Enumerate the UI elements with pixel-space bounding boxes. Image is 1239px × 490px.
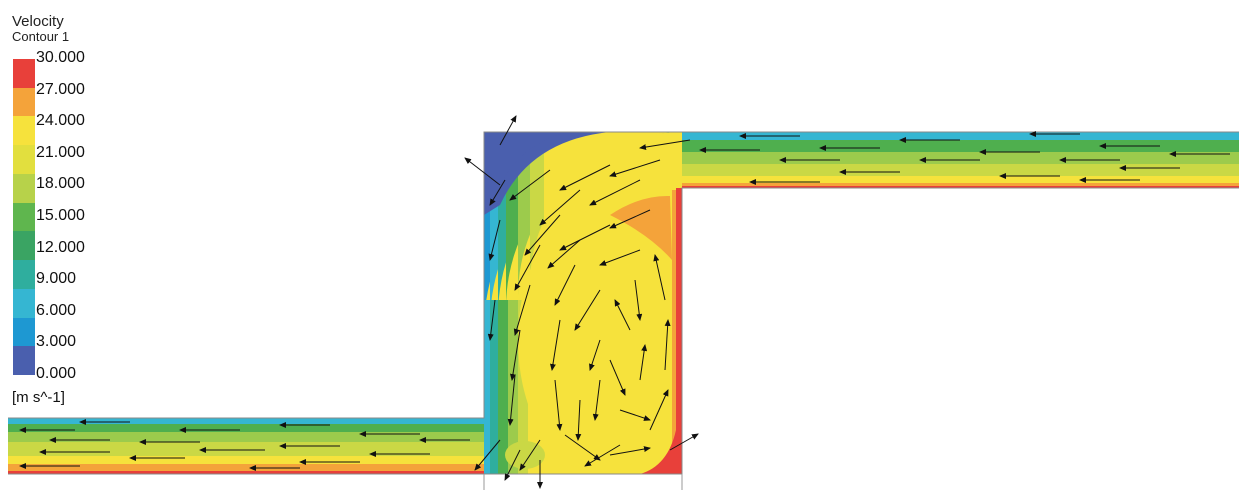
- legend-tick-label: 15.000: [36, 207, 85, 224]
- color-bar-segment: [13, 59, 35, 88]
- legend-tick-label: 21.000: [36, 143, 85, 161]
- velocity-vectors: [19, 115, 1230, 489]
- legend-tick-label: 30.000: [36, 49, 85, 66]
- color-bar-segment: [13, 87, 35, 117]
- legend-units: [m s^-1]: [12, 389, 65, 406]
- color-bar-segment: [13, 260, 35, 290]
- velocity-legend: Velocity Contour 1 30.000 27.000 24.000 21.…: [0, 0, 200, 420]
- color-bar-segment: [13, 346, 35, 376]
- color-bar: [13, 59, 35, 376]
- color-bar-segment: [13, 202, 35, 232]
- color-bar-segment: [13, 317, 35, 347]
- color-bar-segment: [13, 288, 35, 318]
- legend-tick-label: 3.000: [36, 333, 77, 351]
- color-bar-segment: [13, 145, 35, 175]
- color-bar-segment: [13, 231, 35, 261]
- legend-tick-label: 24.000: [36, 112, 85, 130]
- legend-tick-label: 18.000: [36, 175, 85, 193]
- domain-outline: [8, 131, 1239, 475]
- legend-tick-label: 6.000: [36, 301, 77, 319]
- legend-subtitle: Contour 1: [12, 29, 70, 44]
- legend-title: Velocity: [12, 13, 64, 30]
- legend-tick-label: 27.000: [36, 80, 85, 98]
- legend-tick-label: 12.000: [36, 238, 85, 256]
- color-bar-segment: [13, 173, 35, 203]
- legend-tick-label: 0.000: [36, 365, 77, 382]
- legend-tick-label: 9.000: [36, 270, 77, 288]
- color-bar-segment: [13, 116, 35, 146]
